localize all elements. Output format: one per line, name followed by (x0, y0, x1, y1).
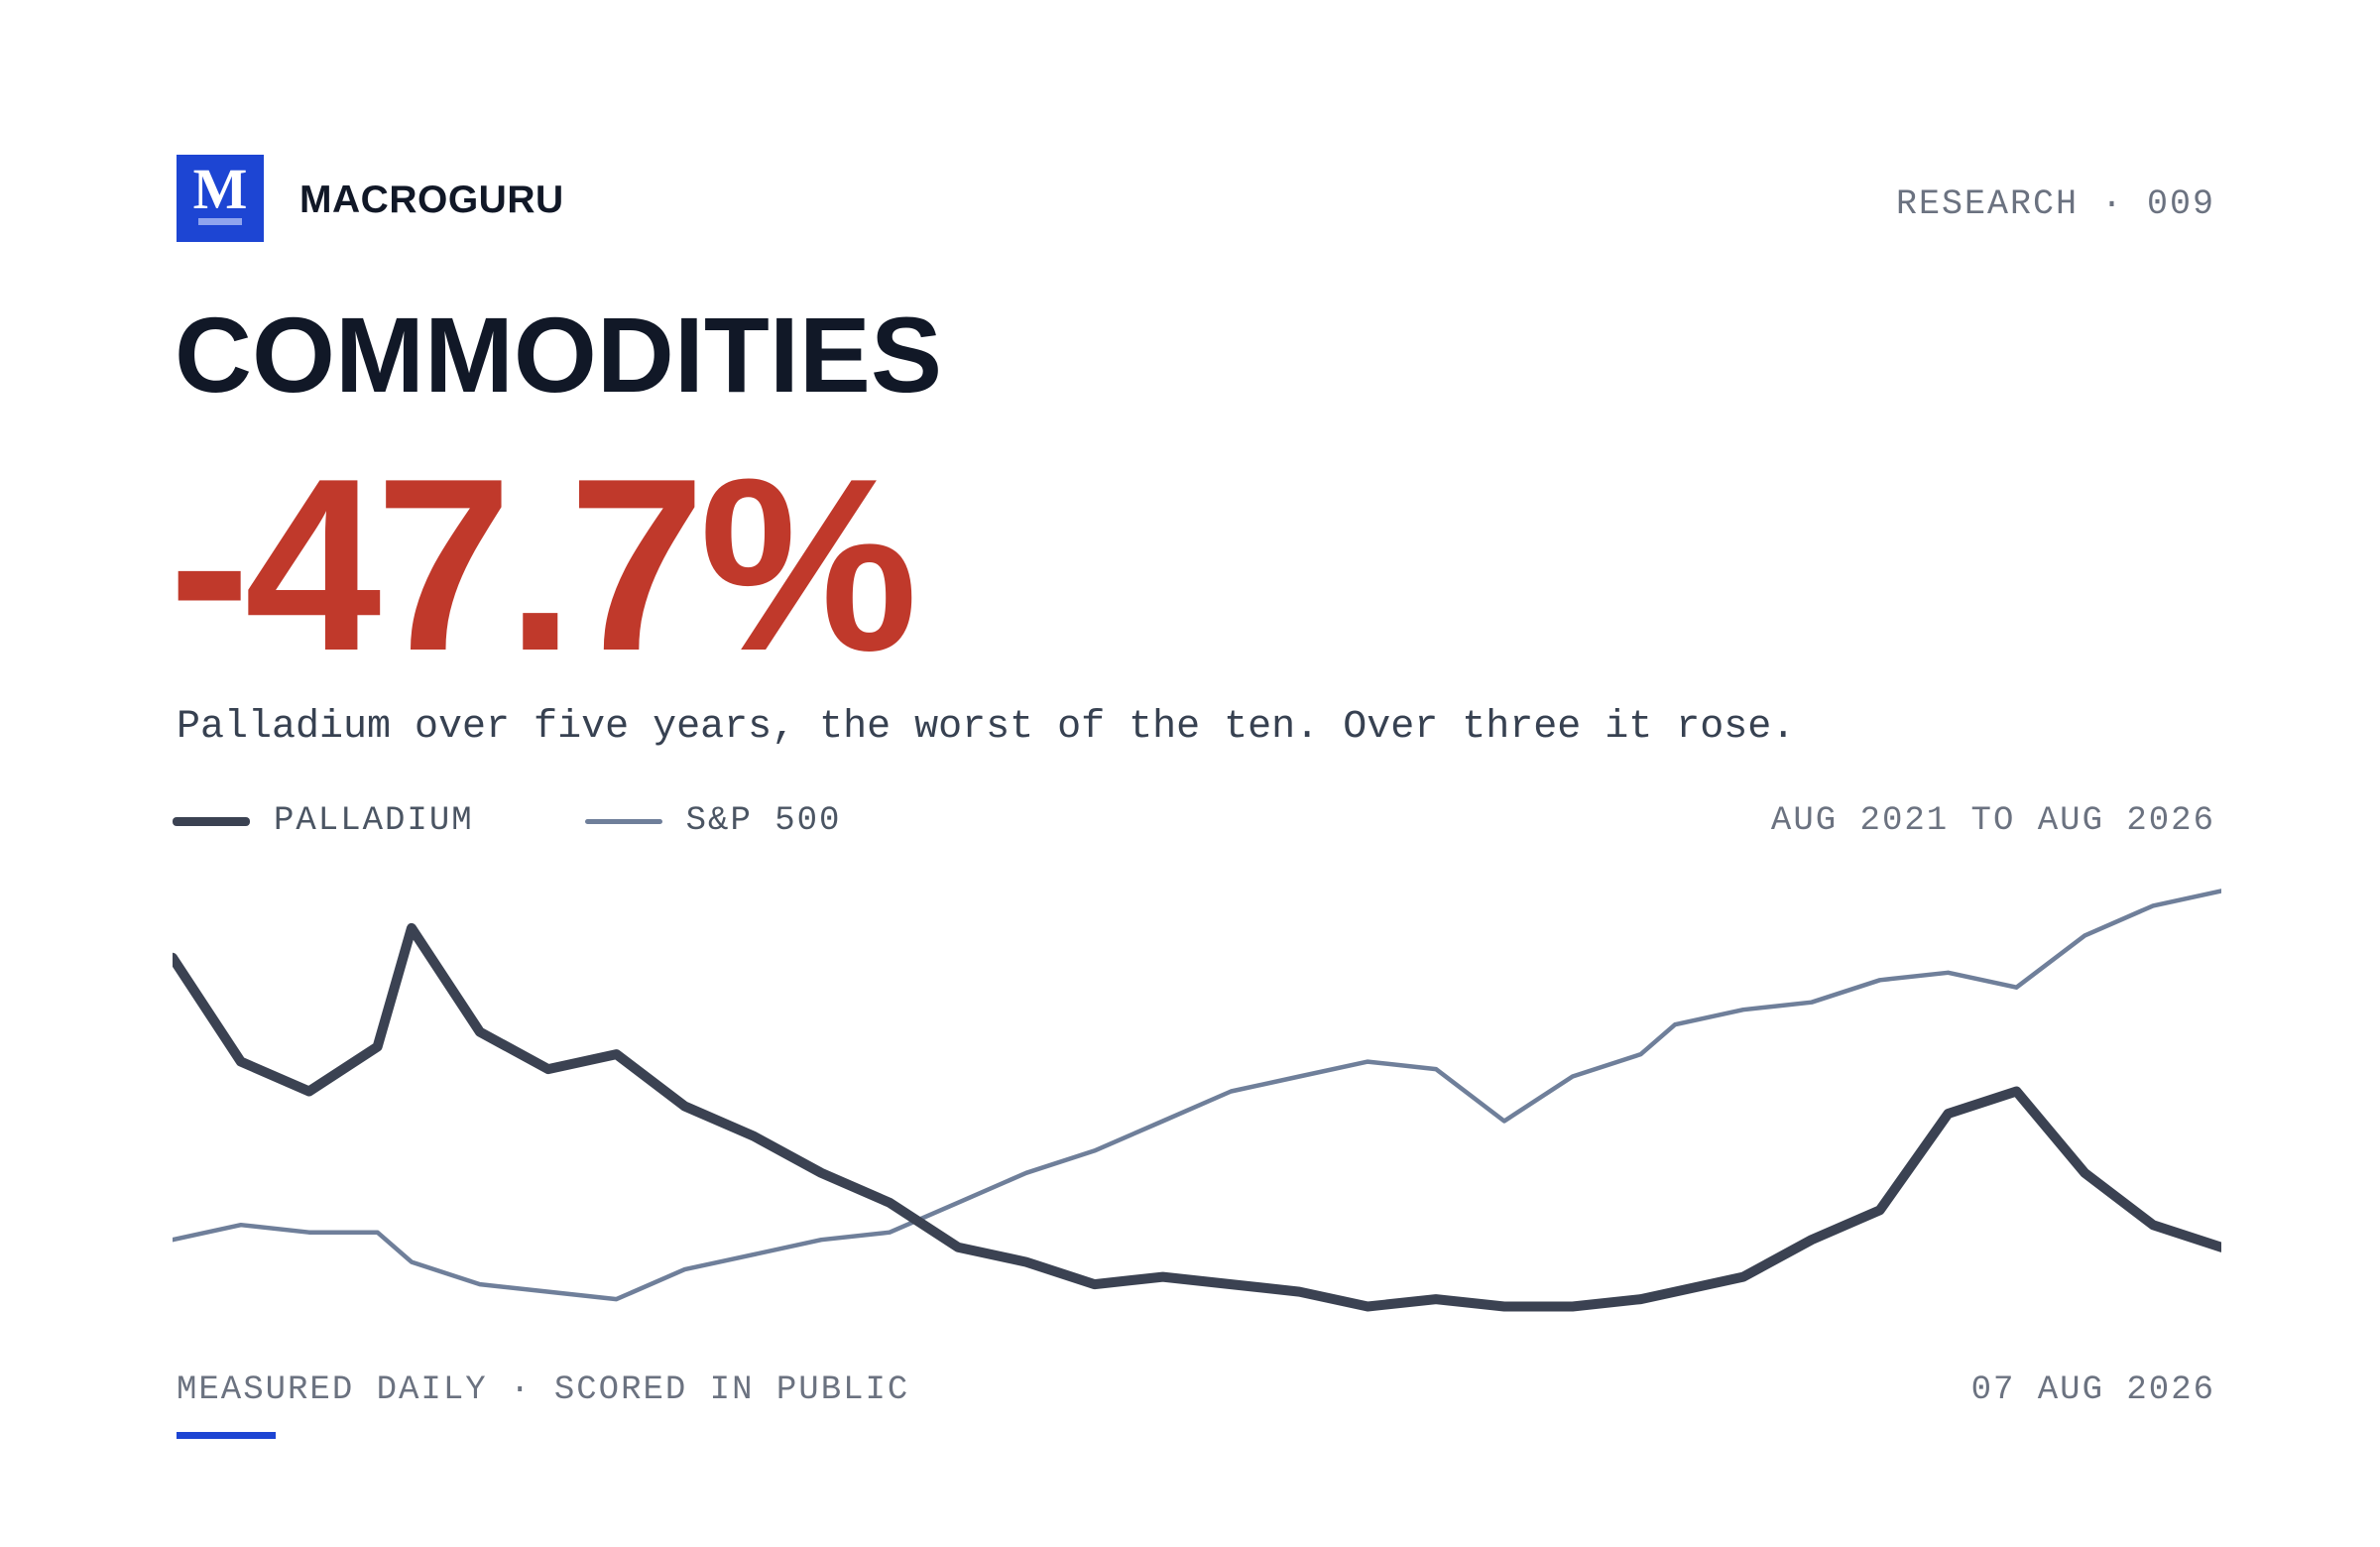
legend-item-palladium: PALLADIUM (173, 801, 474, 841)
logo-underline (198, 218, 242, 225)
line-chart (173, 889, 2221, 1312)
legend-label-palladium: PALLADIUM (274, 802, 474, 840)
footer-accent-bar (177, 1432, 276, 1439)
subtitle: Palladium over five years, the worst of … (177, 705, 1796, 750)
brand-name: MACROGURU (299, 178, 564, 221)
legend-swatch-palladium (173, 816, 250, 826)
chart-legend: PALLADIUM S&P 500 (173, 801, 952, 841)
series-line-palladium (173, 922, 2221, 1312)
logo-letter: M (192, 157, 248, 221)
footer-date: 07 AUG 2026 (1970, 1371, 2215, 1409)
report-id: RESEARCH · 009 (1895, 184, 2215, 224)
legend-label-sp500: S&P 500 (685, 802, 842, 840)
footer-tagline: MEASURED DAILY · SCORED IN PUBLIC (177, 1371, 910, 1409)
headline-stat: -47.7% (169, 426, 918, 702)
brand-logo: M (177, 155, 264, 242)
page-title: COMMODITIES (175, 295, 942, 415)
legend-item-sp500: S&P 500 (584, 801, 842, 841)
legend-swatch-sp500 (584, 818, 662, 824)
series-line-s-p-500 (173, 889, 2221, 1302)
chart-period: AUG 2021 TO AUG 2026 (1770, 802, 2215, 840)
